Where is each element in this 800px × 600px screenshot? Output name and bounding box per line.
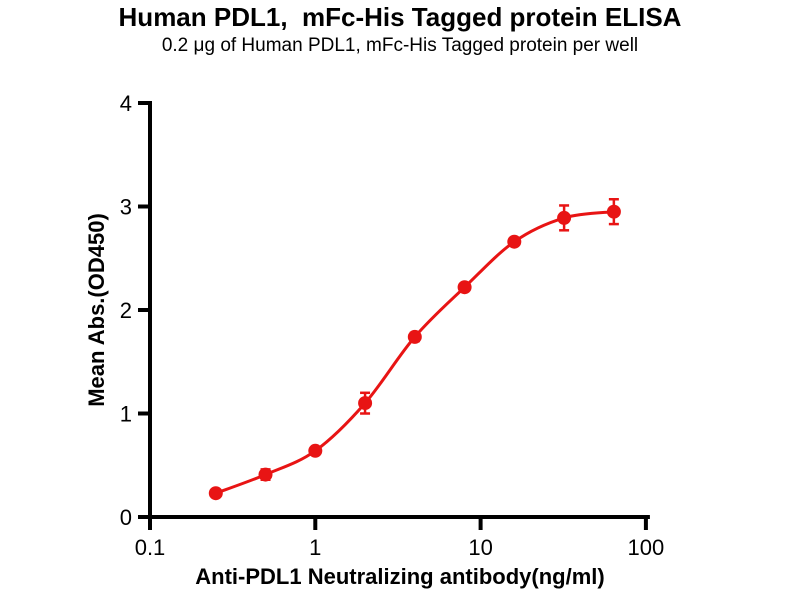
x-tick-label: 10 (468, 535, 492, 560)
data-point (208, 486, 223, 501)
y-tick-label: 0 (120, 505, 132, 530)
data-point (606, 204, 621, 219)
x-tick-label: 1 (309, 535, 321, 560)
y-tick-label: 4 (120, 91, 132, 116)
chart-title: Human PDL1, mFc-His Tagged protein ELISA (118, 2, 682, 32)
y-tick-label: 3 (120, 195, 132, 220)
data-point (308, 443, 323, 458)
y-tick-label: 1 (120, 402, 132, 427)
data-point (557, 210, 572, 225)
y-tick-label: 2 (120, 298, 132, 323)
data-point (407, 329, 422, 344)
data-point (258, 467, 273, 482)
data-point (457, 280, 472, 295)
chart-subtitle: 0.2 μg of Human PDL1, mFc-His Tagged pro… (161, 35, 639, 56)
data-point (507, 234, 522, 249)
data-point (358, 396, 373, 411)
fit-curve (215, 210, 615, 495)
x-axis-label: Anti-PDL1 Neutralizing antibody(ng/ml) (195, 564, 605, 589)
x-tick-label: 100 (628, 535, 665, 560)
x-tick-label: 0.1 (135, 535, 166, 560)
